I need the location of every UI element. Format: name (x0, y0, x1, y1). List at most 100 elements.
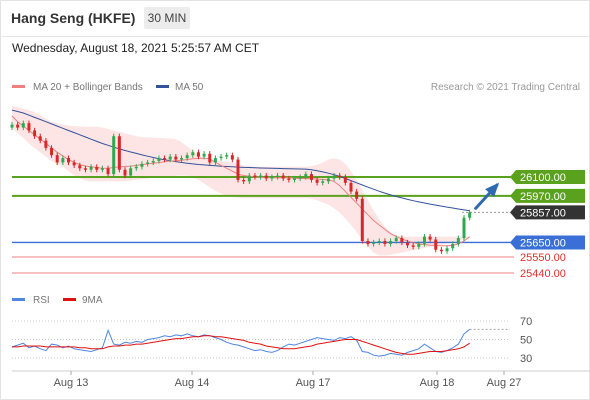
candle (326, 175, 330, 184)
rsi-tick-label: 70 (520, 316, 532, 328)
rsi-tick-label: 30 (520, 353, 532, 365)
candle (259, 172, 263, 180)
candle (377, 238, 381, 246)
candlestick-layer (10, 120, 472, 254)
moving-average-layer (11, 109, 471, 247)
candle (89, 164, 93, 173)
candle (253, 172, 257, 180)
x-axis: Aug 13 Aug 14 Aug 17 Aug 18 Aug 27 (12, 370, 590, 389)
candle (406, 239, 409, 248)
price-level-tag (510, 235, 585, 250)
candle (422, 234, 426, 247)
candle (242, 177, 246, 184)
candle (219, 154, 223, 161)
price-level-label: 25440.00 (520, 268, 566, 280)
candle (349, 180, 353, 195)
x-tick-label: Aug 14 (175, 377, 210, 389)
candle (287, 175, 291, 183)
rsi-panel: 70 50 30 (11, 316, 532, 365)
rsi-legend-swatch (12, 298, 25, 301)
ma20-legend-label: MA 20 + Bollinger Bands (33, 82, 143, 93)
candle (208, 151, 212, 166)
candle (16, 122, 20, 131)
ma50-legend-swatch (156, 85, 169, 88)
candle (117, 133, 121, 173)
candle (428, 234, 432, 243)
candle (309, 171, 313, 183)
x-tick-label: Aug 17 (296, 377, 331, 389)
candle (83, 165, 87, 173)
candle (106, 165, 110, 177)
price-level-label: 25970.00 (520, 191, 566, 203)
candle (55, 152, 59, 166)
candle (21, 120, 25, 131)
price-level-label: 26100.00 (520, 172, 566, 184)
candle (191, 149, 195, 158)
candle (389, 238, 393, 247)
candle (439, 247, 443, 254)
price-level-label: 25857.00 (520, 207, 566, 219)
candle (338, 172, 342, 180)
candle (44, 138, 48, 151)
candle (321, 178, 325, 186)
candle (270, 174, 274, 182)
candle (72, 159, 76, 168)
candle (315, 177, 319, 186)
instrument-title: Hang Seng (HKFE) (11, 10, 136, 26)
candle (304, 171, 308, 180)
candle (134, 164, 138, 171)
price-level-tag (510, 170, 585, 184)
candle (196, 149, 200, 160)
candle (264, 172, 268, 182)
candle (445, 245, 449, 254)
price-level-lines (12, 176, 514, 274)
candle (366, 238, 370, 247)
candle (67, 155, 70, 166)
rsi-ma9-line (12, 335, 470, 355)
candle (456, 235, 460, 247)
candle (185, 152, 189, 161)
candle (174, 154, 178, 163)
candle (383, 238, 387, 247)
timeframe-chip[interactable]: 30 MIN (144, 7, 190, 29)
rsi-tick-label: 50 (520, 335, 532, 347)
ma9-legend-swatch (63, 298, 76, 301)
bollinger-band-layer (12, 105, 470, 256)
price-level-label: 25550.00 (520, 252, 566, 264)
credit-label: Research © 2021 Trading Central (431, 82, 580, 93)
candle (151, 158, 155, 166)
candle (129, 165, 133, 179)
forecast-arrow-layer (474, 182, 500, 210)
candle (225, 152, 229, 160)
candle (95, 164, 99, 173)
rsi-legend-label: RSI (33, 295, 50, 306)
candle (163, 155, 167, 163)
candle (10, 122, 14, 131)
candle (394, 235, 398, 244)
candle (343, 174, 347, 186)
candle (372, 239, 376, 247)
candle (417, 241, 421, 250)
candle (61, 155, 65, 166)
price-level-label: 25650.00 (520, 237, 566, 249)
price-level-tag (510, 205, 585, 220)
candle (355, 188, 359, 202)
candle (168, 154, 172, 163)
candle (180, 155, 183, 163)
candle (213, 155, 217, 166)
chart-header: Hang Seng (HKFE) 30 MIN (0, 0, 590, 37)
candle (451, 241, 455, 251)
candle (281, 172, 285, 182)
ma20-legend-swatch (12, 85, 25, 88)
candle (293, 175, 296, 183)
price-level-tag (510, 188, 585, 203)
candle (123, 167, 127, 179)
candle (247, 172, 251, 184)
candle (298, 174, 302, 182)
candle (27, 120, 31, 134)
candle (462, 215, 466, 241)
candle (38, 133, 42, 144)
candle (157, 155, 161, 164)
candle (411, 242, 415, 250)
candle (332, 172, 336, 182)
